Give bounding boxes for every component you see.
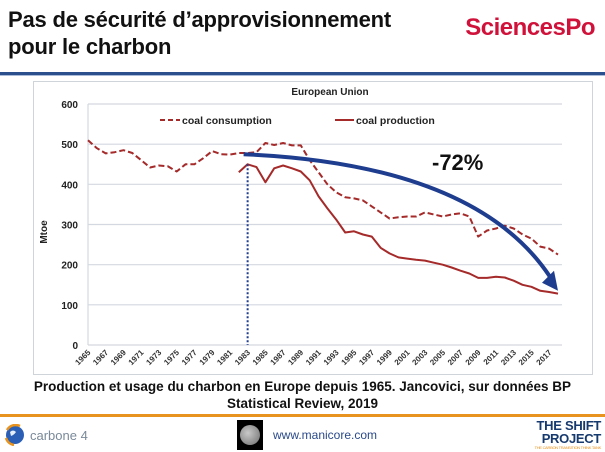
x-tick-label: 1979	[198, 348, 217, 367]
trend-arrow	[243, 152, 552, 278]
slide-title-line1: Pas de sécurité d’approvisionnement	[8, 7, 392, 32]
legend-label-production: coal production	[356, 115, 435, 127]
series-line-coal-production	[238, 163, 559, 295]
x-tick-label: 1989	[286, 348, 305, 367]
shift-project-logo: THE SHIFT PROJECT THE CARBON TRANSITION …	[534, 418, 602, 450]
x-tick-label: 1971	[127, 348, 146, 367]
chart-frame	[33, 81, 593, 375]
y-axis-label: Mtoe	[39, 220, 50, 244]
shift-logo-line1: THE SHIFT	[536, 418, 602, 433]
x-tick-label: 2001	[393, 348, 412, 367]
x-tick-label: 2007	[446, 348, 465, 367]
header-divider	[0, 72, 605, 75]
x-tick-label: 1967	[91, 348, 110, 367]
legend-label-consumption: coal consumption	[182, 115, 272, 127]
y-tick-label: 400	[61, 180, 78, 191]
x-tick-label: 1969	[109, 348, 128, 367]
y-tick-label: 200	[61, 261, 78, 272]
y-tick-label: 300	[61, 221, 78, 232]
x-tick-label: 1999	[375, 348, 394, 367]
x-tick-label: 2017	[535, 348, 554, 367]
carbone4-text: carbone 4	[30, 427, 88, 443]
series-lines	[87, 139, 559, 295]
x-tick-label: 1981	[215, 348, 234, 367]
y-tick-label: 100	[61, 301, 78, 312]
x-tick-label: 2005	[428, 348, 447, 367]
legend: coal consumption coal production	[160, 115, 435, 127]
caption-line2: Statistical Review, 2019	[226, 396, 379, 411]
globe-icon	[4, 424, 24, 446]
x-tick-label: 1977	[180, 348, 199, 367]
caption-line1: Production et usage du charbon en Europe…	[33, 379, 572, 394]
chart-caption: Production et usage du charbon en Europe…	[0, 378, 605, 412]
x-tick-label: 2003	[410, 348, 429, 367]
carbone4-logo: carbone 4	[4, 424, 88, 446]
slide-title-line2: pour le charbon	[8, 34, 172, 59]
moon-icon	[237, 420, 263, 450]
x-tick-label: 1991	[304, 348, 323, 367]
x-tick-label: 1975	[162, 348, 181, 367]
decline-percentage-label: -72%	[432, 150, 483, 175]
shift-logo-line2: PROJECT	[541, 431, 602, 446]
manicore-url[interactable]: www.manicore.com	[273, 428, 378, 442]
x-tick-label: 1987	[269, 348, 288, 367]
shift-logo-tagline: THE CARBON TRANSITION THINK TANK	[534, 445, 602, 450]
manicore-link-block: www.manicore.com	[237, 420, 377, 450]
chart-title: European Union	[291, 87, 368, 98]
x-tick-label: 1997	[357, 348, 376, 367]
x-tick-label: 2015	[517, 348, 536, 367]
y-tick-labels: 0 100 200 300 400 500 600	[61, 100, 78, 352]
grid-lines	[87, 103, 562, 346]
footer-divider	[0, 414, 605, 417]
annotations	[243, 152, 558, 345]
x-tick-label: 2011	[482, 348, 501, 367]
sciencespo-logo: SciencesPo	[465, 14, 595, 41]
x-tick-label: 1973	[144, 348, 163, 367]
series-line-coal-consumption	[87, 139, 559, 256]
x-tick-label: 1995	[340, 348, 359, 367]
x-tick-label: 1993	[322, 348, 341, 367]
header-divider-shadow	[0, 75, 605, 76]
slide-title: Pas de sécurité d’approvisionnement pour…	[8, 6, 391, 60]
y-tick-label: 0	[72, 341, 78, 352]
x-tick-label: 1983	[233, 348, 252, 367]
trend-arrow-head	[542, 270, 558, 291]
y-tick-label: 500	[61, 140, 78, 151]
x-tick-label: 2009	[464, 348, 483, 367]
x-tick-label: 1985	[251, 348, 270, 367]
y-tick-label: 600	[61, 100, 78, 111]
x-tick-label: 2013	[499, 348, 518, 367]
x-tick-labels: 1965196719691971197319751977197919811983…	[73, 348, 553, 367]
